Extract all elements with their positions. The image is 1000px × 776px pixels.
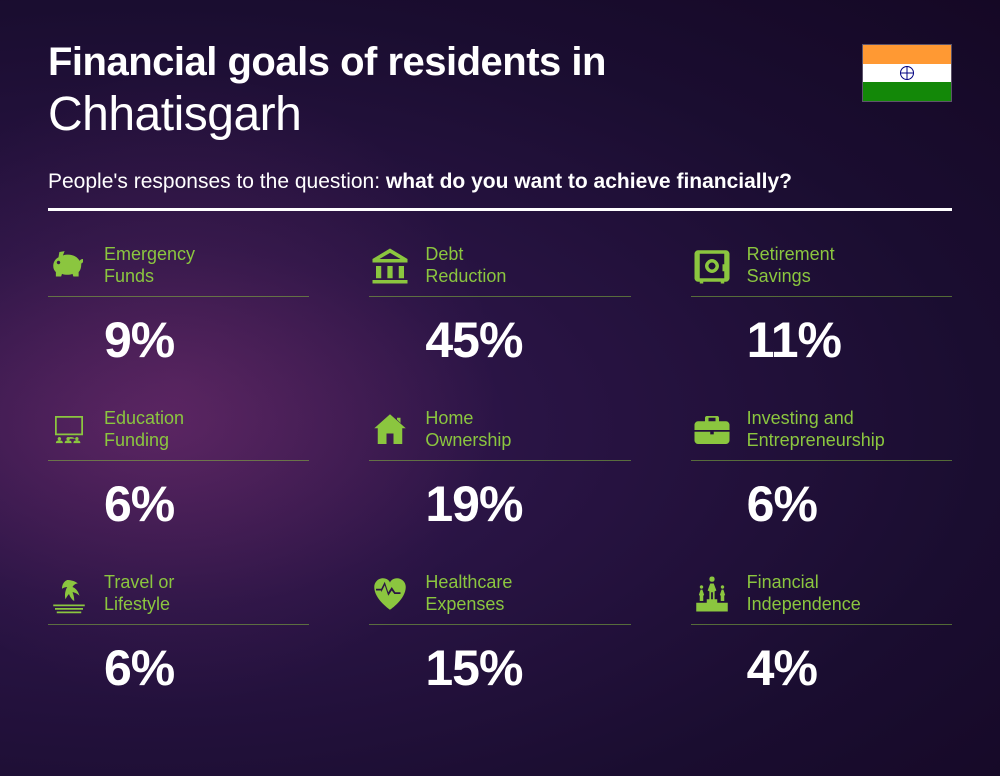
title-line-2: Chhatisgarh: [48, 87, 862, 142]
goal-label: Travel or Lifestyle: [104, 572, 174, 615]
bank-icon: [369, 245, 411, 287]
goal-value: 11%: [747, 311, 952, 369]
goal-value: 4%: [747, 639, 952, 697]
title-block: Financial goals of residents in Chhatisg…: [48, 40, 862, 142]
goal-label: Debt Reduction: [425, 244, 506, 287]
divider: [48, 208, 952, 211]
goal-value: 19%: [425, 475, 630, 533]
title-line-1: Financial goals of residents in: [48, 40, 862, 85]
goal-value: 45%: [425, 311, 630, 369]
india-flag-icon: [862, 44, 952, 102]
goal-label: Financial Independence: [747, 572, 861, 615]
subtitle-bold: what do you want to achieve financially?: [386, 170, 792, 193]
goal-label: Emergency Funds: [104, 244, 195, 287]
goal-value: 6%: [104, 639, 309, 697]
goal-healthcare: Healthcare Expenses 15%: [369, 571, 630, 697]
goal-label: Home Ownership: [425, 408, 511, 451]
goal-value: 6%: [747, 475, 952, 533]
header: Financial goals of residents in Chhatisg…: [48, 40, 952, 142]
goal-label: Education Funding: [104, 408, 184, 451]
goal-label: Retirement Savings: [747, 244, 835, 287]
goal-education-funding: Education Funding 6%: [48, 407, 309, 533]
goal-emergency-funds: Emergency Funds 9%: [48, 243, 309, 369]
piggy-bank-icon: [48, 245, 90, 287]
education-icon: [48, 409, 90, 451]
goal-financial-independence: Financial Independence 4%: [691, 571, 952, 697]
subtitle-plain: People's responses to the question:: [48, 170, 386, 193]
goal-investing: Investing and Entrepreneurship 6%: [691, 407, 952, 533]
travel-icon: [48, 573, 90, 615]
safe-icon: [691, 245, 733, 287]
goal-label: Investing and Entrepreneurship: [747, 408, 885, 451]
healthcare-icon: [369, 573, 411, 615]
goal-value: 15%: [425, 639, 630, 697]
goal-home-ownership: Home Ownership 19%: [369, 407, 630, 533]
goals-grid: Emergency Funds 9% Debt Reduction 45%: [48, 243, 952, 697]
goal-value: 9%: [104, 311, 309, 369]
subtitle: People's responses to the question: what…: [48, 170, 952, 194]
briefcase-icon: [691, 409, 733, 451]
independence-icon: [691, 573, 733, 615]
goal-value: 6%: [104, 475, 309, 533]
goal-debt-reduction: Debt Reduction 45%: [369, 243, 630, 369]
goal-label: Healthcare Expenses: [425, 572, 512, 615]
goal-retirement-savings: Retirement Savings 11%: [691, 243, 952, 369]
goal-travel-lifestyle: Travel or Lifestyle 6%: [48, 571, 309, 697]
home-icon: [369, 409, 411, 451]
